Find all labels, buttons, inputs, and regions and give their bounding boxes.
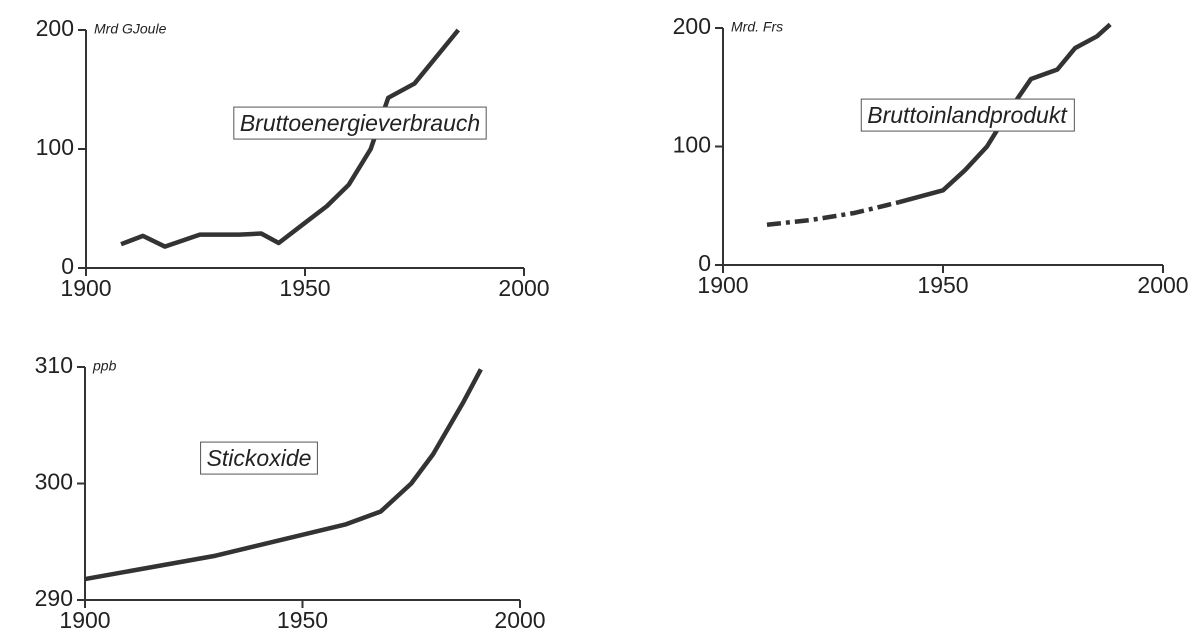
data-line [898, 22, 1112, 205]
x-tick-label: 1900 [59, 607, 110, 633]
y-tick-label: 200 [36, 15, 74, 41]
y-tick-label: 100 [36, 134, 74, 160]
annotation-box [200, 441, 318, 475]
x-tick-label: 1950 [277, 607, 328, 633]
y-tick-label: 100 [673, 132, 711, 158]
x-tick-label: 2000 [498, 275, 549, 301]
x-tick-label: 1900 [697, 272, 748, 298]
y-tick-label: 0 [61, 253, 74, 279]
x-tick-label: 2000 [1137, 272, 1188, 298]
y-tick-label: 300 [35, 469, 73, 495]
data-line [120, 28, 461, 249]
x-tick-label: 1900 [60, 275, 111, 301]
x-tick-label: 1950 [917, 272, 968, 298]
annotation-box [860, 98, 1075, 132]
data-line [84, 368, 483, 582]
y-tick-label: 310 [35, 352, 73, 378]
y-tick-label: 0 [698, 250, 711, 276]
data-line [766, 200, 900, 227]
unit-label: ppb [92, 358, 117, 374]
y-tick-label: 290 [35, 585, 73, 611]
annotation-box [233, 106, 487, 140]
unit-label: Mrd GJoule [94, 21, 167, 37]
x-tick-label: 1950 [279, 275, 330, 301]
unit-label: Mrd. Frs [731, 19, 783, 35]
annotation: Bruttoinlandprodukt [867, 102, 1068, 128]
annotation: Stickoxide [207, 445, 312, 471]
y-tick-label: 200 [673, 13, 711, 39]
annotation: Bruttoenergieverbrauch [240, 110, 480, 136]
x-tick-label: 2000 [494, 607, 545, 633]
